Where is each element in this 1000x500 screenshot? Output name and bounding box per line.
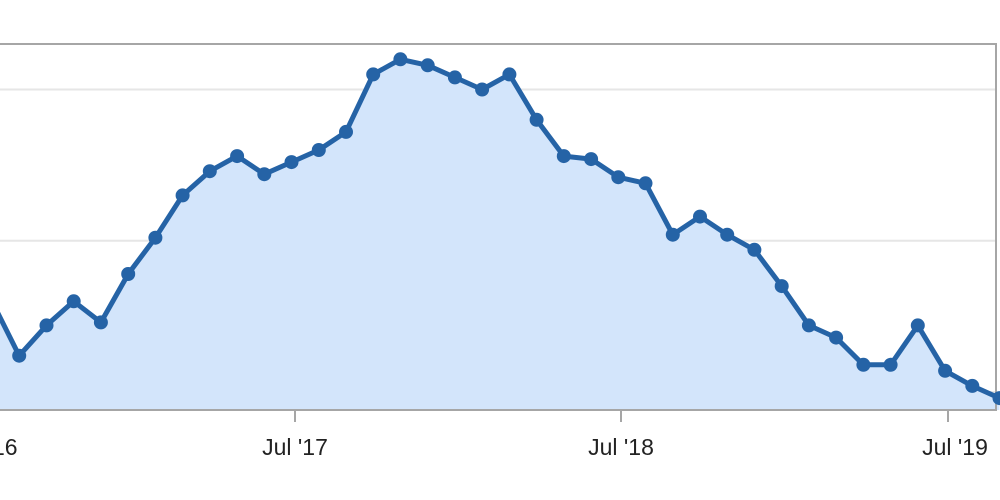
- data-point-9: [230, 149, 245, 164]
- x-tick-label-3: Jul '19: [922, 434, 988, 460]
- data-point-30: [801, 318, 816, 333]
- x-tick-label-0: 16: [0, 434, 18, 460]
- data-point-3: [66, 294, 81, 309]
- data-point-7: [175, 188, 190, 203]
- data-point-25: [665, 227, 680, 242]
- x-axis-labels: 16 Jul '17 Jul '18 Jul '19: [0, 434, 988, 460]
- plot-frame: [0, 43, 997, 411]
- data-point-23: [611, 170, 626, 185]
- data-point-24: [638, 176, 653, 191]
- data-point-10: [257, 167, 272, 182]
- data-point-15: [393, 52, 408, 67]
- data-point-19: [502, 67, 517, 82]
- data-point-5: [121, 267, 136, 281]
- data-point-31: [829, 330, 844, 345]
- data-point-27: [720, 227, 735, 242]
- data-point-16: [420, 58, 435, 73]
- data-point-11: [284, 155, 299, 170]
- data-point-21: [556, 149, 571, 164]
- data-point-32: [856, 357, 871, 372]
- data-point-33: [883, 357, 898, 372]
- data-point-4: [93, 315, 108, 330]
- data-point-26: [693, 209, 707, 224]
- data-point-29: [774, 279, 789, 294]
- data-point-28: [747, 242, 762, 257]
- data-point-35: [938, 363, 953, 378]
- data-point-2: [39, 318, 54, 333]
- x-axis-ticks: [294, 410, 949, 422]
- data-point-37: [992, 391, 1000, 406]
- data-point-14: [366, 67, 381, 82]
- x-tick-label-1: Jul '17: [262, 434, 328, 460]
- series-area-fill: [0, 59, 1000, 410]
- data-point-12: [311, 143, 326, 157]
- data-point-8: [202, 164, 217, 179]
- data-point-17: [447, 70, 462, 85]
- data-point-36: [965, 378, 980, 393]
- data-point-22: [584, 152, 599, 167]
- data-point-34: [910, 318, 925, 333]
- data-point-13: [339, 124, 353, 139]
- data-point-1: [12, 348, 27, 363]
- data-point-6: [148, 230, 163, 245]
- data-point-20: [529, 112, 544, 127]
- data-points: [12, 52, 1000, 406]
- x-tick-label-2: Jul '18: [588, 434, 654, 460]
- data-point-18: [475, 82, 490, 97]
